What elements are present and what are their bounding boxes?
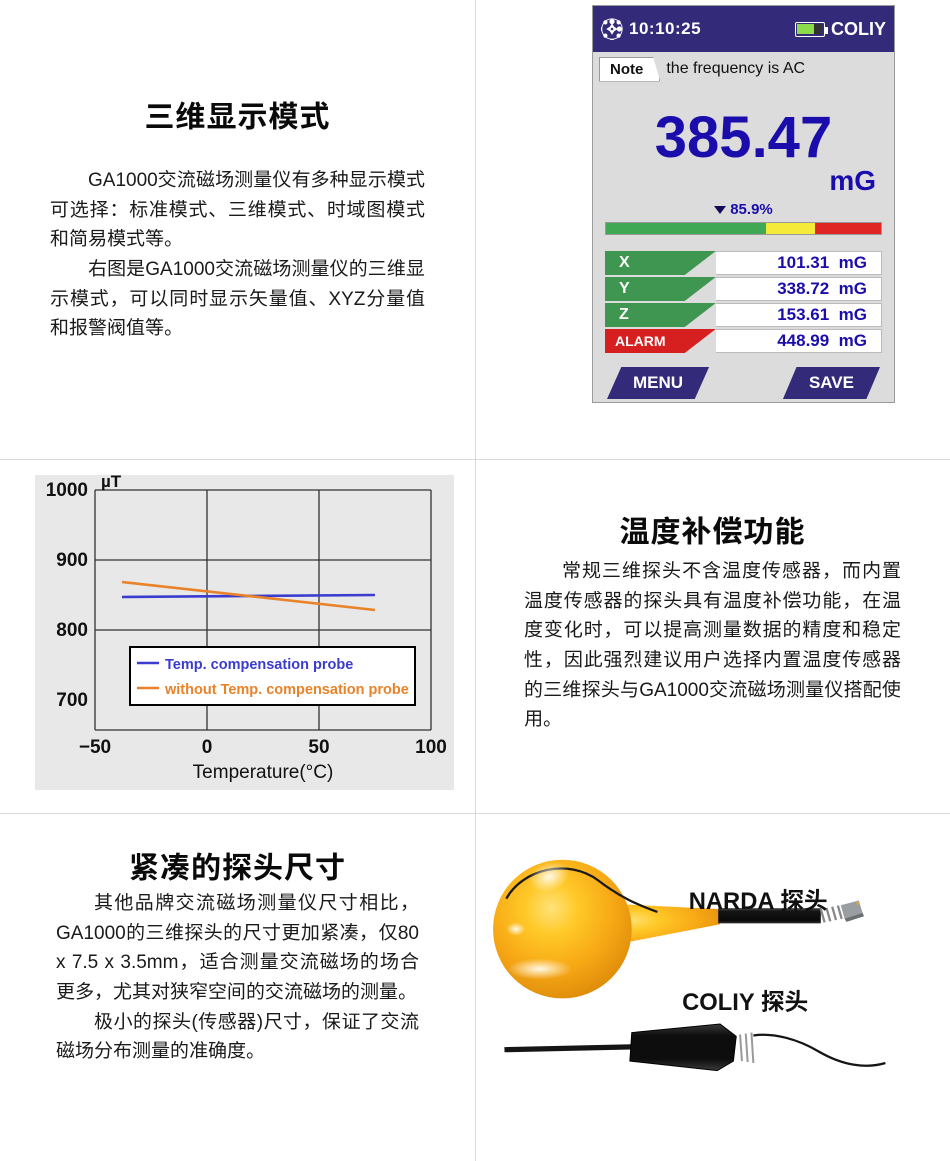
svg-text:700: 700 xyxy=(56,690,88,711)
svg-text:800: 800 xyxy=(56,620,88,641)
svg-text:900: 900 xyxy=(56,550,88,571)
svg-text:without Temp. compensation pro: without Temp. compensation probe xyxy=(164,682,409,698)
svg-text:NARDA 探头: NARDA 探头 xyxy=(689,881,828,916)
svg-text:−50: −50 xyxy=(79,737,111,758)
svg-text:COLIY 探头: COLIY 探头 xyxy=(682,982,808,1017)
svg-text:µT: µT xyxy=(101,475,122,491)
svg-text:Temperature(°C): Temperature(°C) xyxy=(193,762,334,783)
svg-text:0: 0 xyxy=(202,737,213,758)
svg-text:50: 50 xyxy=(308,737,329,758)
svg-text:100: 100 xyxy=(415,737,447,758)
svg-text:Temp. compensation probe: Temp. compensation probe xyxy=(165,657,353,673)
svg-text:1000: 1000 xyxy=(46,480,88,501)
